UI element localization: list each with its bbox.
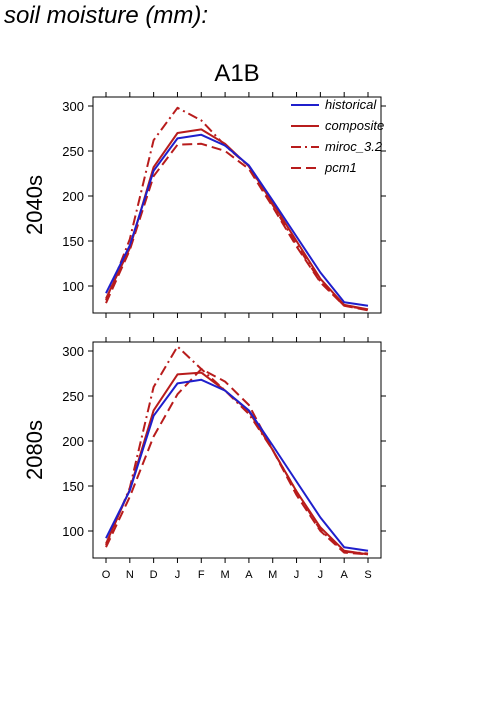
- series-line-historical: [105, 133, 369, 307]
- legend-label: miroc_3.2: [325, 139, 383, 154]
- legend-label: historical: [325, 97, 377, 112]
- y-tick-label: 250: [62, 144, 84, 159]
- x-tick-label: M: [221, 569, 230, 581]
- y-tick-label: 200: [62, 434, 84, 449]
- series-line-historical: [105, 378, 369, 552]
- plot-frame: [92, 96, 382, 314]
- series-line-miroc_3.2: [105, 345, 369, 555]
- plot-frame: [92, 341, 382, 559]
- series-line-pcm1: [105, 142, 369, 312]
- y-tick-label: 150: [62, 479, 84, 494]
- x-tick-label: A: [341, 569, 349, 581]
- x-tick-label: J: [294, 569, 300, 581]
- y-tick-label: 100: [62, 524, 84, 539]
- scenario-title: A1B: [214, 60, 259, 87]
- panel-2040s: 100 150 200 250 300 2040s historical composite m…: [22, 92, 386, 318]
- y-tick-label: 300: [62, 99, 84, 114]
- x-tick-label: D: [150, 569, 158, 581]
- panel-label: 2080s: [22, 420, 47, 480]
- series-line-pcm1: [105, 368, 369, 556]
- x-tick-label: M: [268, 569, 277, 581]
- x-tick-label: S: [364, 569, 371, 581]
- x-tick-label: O: [102, 569, 111, 581]
- panel-2080s: 100 150 200 250 300 O N D J F M A M J J A S 2080s: [22, 337, 386, 581]
- x-tick-label: N: [126, 569, 134, 581]
- panel-label: 2040s: [22, 175, 47, 235]
- x-tick-label: J: [175, 569, 181, 581]
- page-title: soil moisture (mm):: [4, 2, 209, 29]
- legend: historical composite miroc_3.2 pcm1: [291, 97, 384, 175]
- x-tick-label: A: [245, 569, 253, 581]
- legend-label: pcm1: [324, 160, 357, 175]
- y-tick-label: 300: [62, 344, 84, 359]
- x-tick-label: J: [318, 569, 324, 581]
- legend-label: composite: [325, 118, 384, 133]
- y-tick-label: 150: [62, 234, 84, 249]
- y-tick-label: 100: [62, 279, 84, 294]
- y-tick-label: 200: [62, 189, 84, 204]
- y-tick-label: 250: [62, 389, 84, 404]
- x-tick-label: F: [198, 569, 205, 581]
